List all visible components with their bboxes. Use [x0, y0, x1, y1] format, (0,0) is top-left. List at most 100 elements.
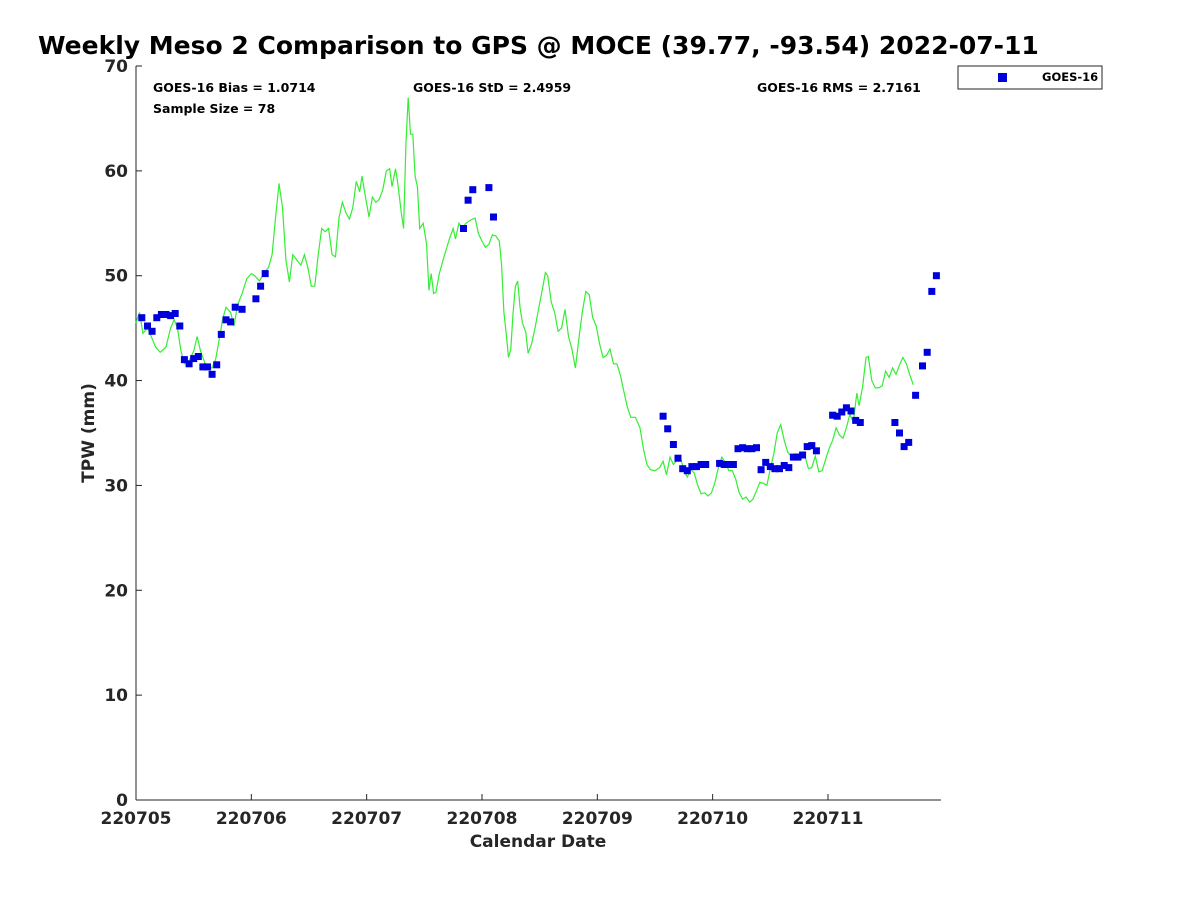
goes-data-point	[138, 314, 146, 322]
goes-data-point	[808, 442, 816, 450]
goes-data-point	[900, 443, 908, 451]
goes-data-point	[669, 441, 677, 448]
goes-data-point	[891, 419, 899, 426]
goes-data-point	[753, 444, 760, 452]
bias-stat: GOES-16 Bias = 1.0714	[153, 80, 316, 95]
goes-data-point	[238, 305, 246, 313]
goes-data-point	[847, 407, 855, 415]
goes-data-point	[766, 463, 774, 471]
goes-data-point	[148, 327, 156, 335]
goes-data-point	[257, 282, 265, 290]
goes-data-point	[208, 370, 216, 378]
goes-data-point	[185, 360, 193, 368]
goes-data-point	[176, 322, 184, 330]
goes-data-point	[153, 314, 161, 322]
goes-data-point	[222, 316, 230, 324]
y-axis-label: TPW (mm)	[79, 383, 99, 483]
goes-data-point	[748, 445, 756, 453]
goes-data-point	[199, 363, 207, 371]
goes-data-point	[803, 443, 811, 451]
y-axis-ticks: 0 10 20 30 40 50 60 70	[104, 57, 142, 811]
rms-stat: GOES-16 RMS = 2.7161	[757, 80, 921, 95]
goes-data-point	[928, 287, 936, 295]
x-tick-label: 220711	[792, 809, 863, 829]
goes-data-point	[469, 186, 477, 194]
goes-data-point	[190, 355, 198, 363]
goes-data-point	[829, 411, 837, 419]
legend: GOES-16	[957, 65, 1103, 90]
goes-data-point	[194, 353, 202, 360]
goes-data-point	[144, 322, 151, 330]
goes-data-point	[217, 330, 225, 338]
goes-data-point	[231, 303, 239, 311]
goes-data-point	[799, 451, 807, 459]
goes-data-point	[716, 459, 724, 467]
plot-area	[135, 97, 940, 504]
legend-label-goes: GOES-16	[1042, 70, 1098, 84]
goes-data-point	[905, 438, 913, 446]
goes-data-point	[460, 225, 467, 232]
goes-data-point	[838, 408, 846, 416]
goes-data-point	[171, 310, 179, 317]
goes-data-point	[725, 461, 733, 468]
goes-data-point	[659, 412, 667, 420]
goes-data-point	[789, 453, 797, 461]
y-tick-label: 10	[104, 686, 128, 706]
x-tick-label: 220707	[331, 809, 402, 829]
goes-data-point	[852, 416, 860, 424]
goes-data-point	[688, 463, 696, 471]
std-stat: GOES-16 StD = 2.4959	[413, 80, 571, 95]
goes-data-point	[697, 461, 705, 468]
x-tick-label: 220706	[216, 809, 287, 829]
y-tick-label: 50	[104, 267, 128, 287]
goes-data-point	[932, 272, 940, 280]
x-tick-label: 220705	[101, 809, 172, 829]
goes-data-point	[252, 295, 260, 303]
y-tick-label: 40	[104, 372, 128, 392]
y-tick-label: 0	[116, 791, 128, 811]
goes-data-point	[167, 312, 175, 320]
x-tick-label: 220709	[562, 809, 633, 829]
goes-data-point	[674, 454, 682, 462]
goes-data-point	[780, 462, 788, 469]
goes-data-point	[180, 356, 188, 364]
goes-data-point	[739, 444, 747, 452]
goes-data-point	[162, 311, 170, 318]
goes-data-point	[842, 404, 850, 412]
x-tick-label: 220710	[677, 809, 748, 829]
goes-data-point	[856, 419, 864, 426]
goes-data-point	[833, 412, 841, 420]
goes-data-point	[757, 466, 765, 474]
goes-data-point	[729, 461, 737, 468]
goes-data-point	[785, 464, 793, 472]
goes-data-point	[485, 184, 493, 192]
x-axis-label: Calendar Date	[470, 832, 607, 852]
goes-data-point	[464, 196, 472, 204]
goes-data-point	[919, 362, 926, 370]
goes-data-point	[693, 463, 700, 471]
goes-data-point	[776, 465, 783, 473]
goes-data-point	[213, 361, 221, 369]
goes-data-point	[743, 445, 751, 453]
goes-series-points	[138, 184, 940, 475]
x-tick-label: 220708	[446, 809, 517, 829]
y-tick-label: 20	[104, 581, 128, 601]
goes-data-point	[794, 453, 802, 461]
x-axis-ticks: 220705 220706 220707 220708 220709 220710 2207…	[101, 794, 863, 829]
legend-box	[957, 65, 1103, 90]
goes-data-point	[720, 461, 728, 468]
goes-data-point	[771, 465, 779, 473]
goes-data-point	[157, 311, 165, 318]
goes-data-point	[912, 391, 920, 399]
goes-data-point	[204, 363, 211, 371]
goes-data-point	[812, 447, 820, 455]
goes-data-point	[734, 445, 742, 453]
goes-data-point	[227, 318, 235, 326]
chart-title: Weekly Meso 2 Comparison to GPS @ MOCE (…	[38, 31, 1039, 60]
y-tick-label: 70	[104, 57, 128, 77]
gps-series-line	[135, 97, 914, 504]
goes-data-point	[896, 429, 903, 437]
goes-data-point	[679, 465, 687, 473]
goes-data-point	[762, 458, 770, 466]
